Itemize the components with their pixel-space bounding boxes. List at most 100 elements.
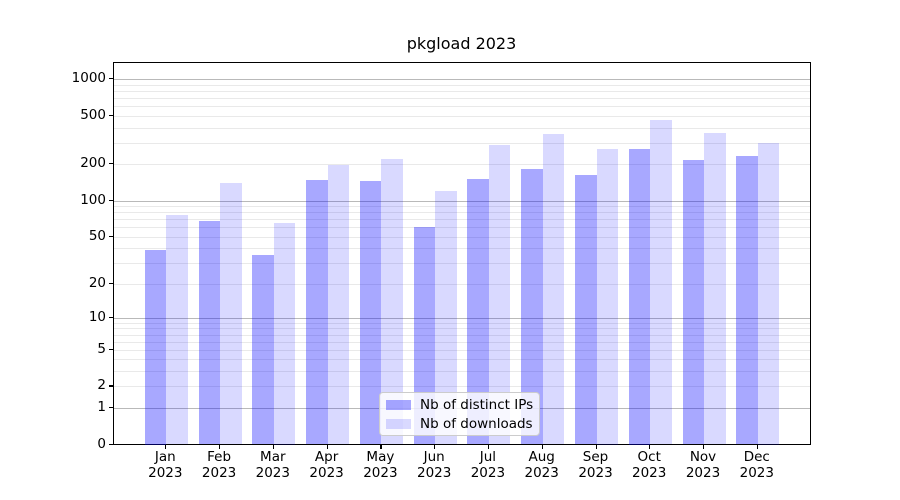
x-tick-mark bbox=[649, 444, 651, 449]
y-tick-mark bbox=[109, 78, 113, 80]
bar-nb-of-downloads-sep bbox=[596, 149, 618, 445]
x-tick-label: Nov 2023 bbox=[685, 449, 721, 481]
bar-nb-of-distinct-ips-sep bbox=[575, 174, 597, 445]
x-tick-label: Jan 2023 bbox=[148, 449, 183, 481]
y-tick-label: 200 bbox=[80, 155, 106, 172]
gridline-minor bbox=[114, 91, 810, 93]
bar-nb-of-distinct-ips-apr bbox=[306, 180, 328, 445]
x-tick-mark bbox=[703, 444, 705, 449]
gridline-minor bbox=[114, 206, 810, 208]
x-tick-label: Dec 2023 bbox=[739, 449, 774, 481]
gridline-minor bbox=[114, 115, 810, 117]
legend-item-downloads: Nb of downloads bbox=[386, 415, 533, 432]
y-tick-mark bbox=[109, 282, 113, 284]
gridline-minor bbox=[114, 98, 810, 100]
x-tick-label: Jun 2023 bbox=[417, 449, 452, 481]
x-tick-label: May 2023 bbox=[363, 449, 398, 481]
bar-nb-of-downloads-feb bbox=[220, 182, 242, 445]
bar-nb-of-distinct-ips-mar bbox=[252, 255, 274, 445]
x-tick-mark bbox=[434, 444, 436, 449]
gridline-minor bbox=[114, 227, 810, 229]
bar-nb-of-distinct-ips-dec bbox=[736, 155, 758, 445]
bar-nb-of-downloads-jun bbox=[435, 191, 457, 445]
bar-nb-of-distinct-ips-aug bbox=[521, 169, 543, 445]
x-tick-label: Mar 2023 bbox=[255, 449, 290, 481]
legend: Nb of distinct IPs Nb of downloads bbox=[379, 392, 540, 436]
y-tick-label: 2 bbox=[97, 377, 106, 394]
bar-nb-of-distinct-ips-may bbox=[359, 180, 382, 445]
y-tick-label: 20 bbox=[88, 274, 106, 291]
y-tick-label: 1 bbox=[97, 398, 106, 415]
x-tick-mark bbox=[165, 444, 167, 449]
bar-nb-of-downloads-jan bbox=[166, 214, 188, 445]
bar-nb-of-distinct-ips-jan bbox=[144, 249, 167, 445]
y-tick-mark bbox=[109, 316, 113, 318]
chart-title: pkgload 2023 bbox=[406, 34, 517, 53]
y-tick-mark bbox=[109, 348, 113, 350]
bar-nb-of-downloads-nov bbox=[704, 132, 726, 445]
gridline-minor bbox=[114, 283, 810, 285]
gridline-major bbox=[114, 200, 810, 202]
x-tick-mark bbox=[272, 444, 274, 449]
legend-swatch-downloads bbox=[386, 418, 411, 429]
x-tick-label: Oct 2023 bbox=[632, 449, 667, 481]
gridline-minor bbox=[114, 359, 810, 361]
gridline-major bbox=[114, 79, 810, 81]
bar-nb-of-distinct-ips-jun bbox=[413, 227, 436, 445]
gridline-minor bbox=[114, 349, 810, 351]
bar-nb-of-downloads-mar bbox=[273, 223, 296, 445]
bar-nb-of-downloads-aug bbox=[542, 133, 565, 445]
gridline-minor bbox=[114, 236, 810, 238]
y-tick-label: 10 bbox=[88, 308, 106, 325]
y-tick-mark bbox=[109, 163, 113, 165]
bar-nb-of-downloads-may bbox=[381, 158, 403, 445]
bar-nb-of-downloads-dec bbox=[757, 143, 780, 445]
gridline-minor bbox=[114, 164, 810, 166]
x-tick-mark bbox=[219, 444, 221, 449]
bar-nb-of-distinct-ips-jul bbox=[467, 179, 489, 445]
y-tick-mark bbox=[109, 385, 113, 387]
gridline-minor bbox=[114, 106, 810, 108]
gridline-minor bbox=[114, 84, 810, 86]
plot-area bbox=[113, 62, 811, 445]
gridline-minor bbox=[114, 127, 810, 129]
gridline-minor bbox=[114, 371, 810, 373]
bar-nb-of-distinct-ips-oct bbox=[628, 149, 651, 445]
legend-item-distinct-ips: Nb of distinct IPs bbox=[386, 396, 534, 413]
y-tick-mark bbox=[109, 199, 113, 201]
x-tick-label: Aug 2023 bbox=[524, 449, 559, 481]
x-tick-mark bbox=[326, 444, 328, 449]
legend-swatch-distinct-ips bbox=[386, 399, 411, 410]
y-tick-label: 500 bbox=[80, 106, 106, 123]
y-tick-label: 100 bbox=[80, 191, 106, 208]
y-tick-mark bbox=[109, 114, 113, 117]
y-tick-label: 5 bbox=[97, 340, 106, 357]
gridline-minor bbox=[114, 263, 810, 264]
gridline-major bbox=[114, 317, 810, 319]
gridline-minor bbox=[114, 142, 810, 144]
gridline-minor bbox=[114, 386, 810, 388]
gridline-minor bbox=[114, 322, 810, 324]
bar-nb-of-downloads-apr bbox=[327, 165, 350, 445]
x-tick-label: Feb 2023 bbox=[201, 449, 237, 481]
y-tick-label: 50 bbox=[88, 227, 106, 244]
x-tick-mark bbox=[487, 444, 490, 449]
x-tick-mark bbox=[756, 444, 758, 449]
gridline-minor bbox=[114, 328, 810, 330]
gridline-minor bbox=[114, 341, 810, 343]
x-tick-label: Jul 2023 bbox=[470, 449, 506, 481]
bar-nb-of-downloads-jul bbox=[488, 144, 511, 445]
gridline-minor bbox=[114, 219, 810, 221]
legend-label-downloads: Nb of downloads bbox=[420, 415, 533, 432]
legend-label-distinct-ips: Nb of distinct IPs bbox=[420, 396, 534, 413]
x-tick-mark bbox=[380, 444, 382, 449]
x-tick-label: Sep 2023 bbox=[578, 449, 613, 481]
y-tick-mark bbox=[109, 406, 113, 409]
y-tick-mark bbox=[109, 235, 113, 237]
bar-nb-of-distinct-ips-nov bbox=[682, 159, 704, 445]
gridline-minor bbox=[114, 334, 810, 336]
gridline-minor bbox=[114, 212, 810, 214]
gridline-minor bbox=[114, 248, 810, 250]
y-tick-mark bbox=[109, 443, 113, 445]
